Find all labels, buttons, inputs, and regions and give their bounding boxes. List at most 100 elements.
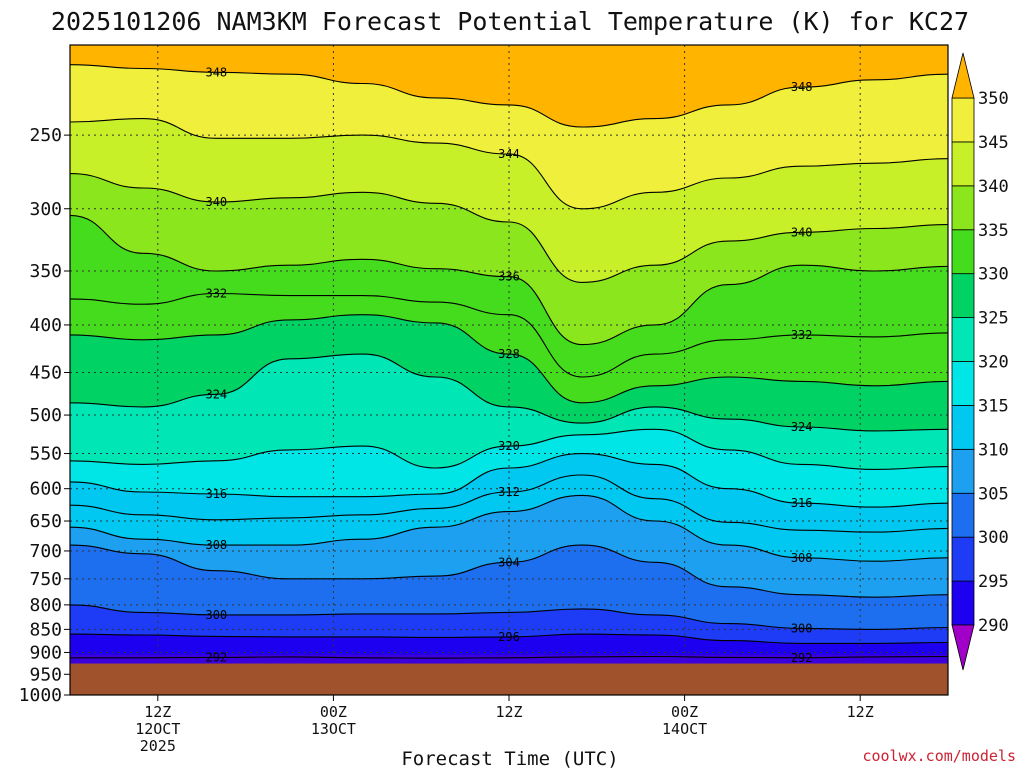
contour-label: 344 <box>498 147 520 161</box>
y-tick-label: 750 <box>29 569 62 590</box>
isentrope-328 <box>69 314 949 404</box>
contour-label: 308 <box>205 538 227 552</box>
x-tick-label: 12Z <box>495 703 522 721</box>
contour-label: 292 <box>791 651 813 665</box>
contour-label: 328 <box>498 347 520 361</box>
isentrope-296 <box>69 633 949 644</box>
contour-label: 336 <box>498 270 520 284</box>
plot-area: 292 292 296 300 300 304 308 308 312 316 316 320 324 3… <box>69 44 949 696</box>
isentrope-320 <box>69 428 949 470</box>
colorbar-tick-label: 295 <box>978 572 1009 592</box>
contour-label: 308 <box>791 551 813 565</box>
x-axis-label: Forecast Time (UTC) <box>401 748 618 768</box>
isentrope-340 <box>69 173 949 283</box>
x-tick-label: 13OCT <box>311 720 356 738</box>
y-tick-label: 700 <box>29 541 62 562</box>
x-tick-label: 2025 <box>140 737 176 755</box>
contour-label: 320 <box>498 439 520 453</box>
contour-label: 300 <box>791 621 813 635</box>
contour-label: 300 <box>205 608 227 622</box>
x-tick-label: 00Z <box>320 703 347 721</box>
colorbar-tick-label: 340 <box>978 177 1009 197</box>
colorbar-segment <box>951 361 975 406</box>
credit-text: coolwx.com/models <box>862 747 1016 765</box>
contour-label: 316 <box>205 487 227 501</box>
x-tick-label: 12OCT <box>135 720 180 738</box>
contour-label: 340 <box>791 225 813 239</box>
isentrope-348 <box>69 64 949 128</box>
contour-label: 292 <box>205 650 227 664</box>
isentrope-292 <box>70 655 949 659</box>
isentrope-316 <box>69 453 949 508</box>
colorbar: 290 295 300 305 310 315 320 325 330 335 340 345 350 <box>951 52 1009 671</box>
colorbar-segment <box>951 141 975 187</box>
x-tick-label: 00Z <box>671 703 698 721</box>
colorbar-segment <box>951 185 975 231</box>
y-tick-label: 450 <box>29 363 62 384</box>
colorbar-tick-label: 305 <box>978 484 1009 504</box>
colorbar-segment <box>951 229 975 275</box>
contour-label: 324 <box>791 420 813 434</box>
isentrope-344 <box>69 118 949 210</box>
isentrope-336 <box>69 214 949 346</box>
colorbar-tick-label: 290 <box>978 616 1009 636</box>
y-tick-label: 500 <box>29 405 62 426</box>
isentrope-312 <box>69 474 949 533</box>
colorbar-over-arrow <box>951 52 975 99</box>
y-tick-label: 850 <box>29 619 62 640</box>
contour-label: 332 <box>791 328 813 342</box>
colorbar-tick-label: 310 <box>978 440 1009 460</box>
contour-label: 312 <box>498 485 520 499</box>
x-tick-label: 12Z <box>144 703 171 721</box>
isentrope-324 <box>69 353 949 432</box>
colorbar-segment <box>951 580 975 626</box>
colorbar-segment <box>951 273 975 318</box>
y-axis: 2503003504004505005506006507007508008509… <box>19 125 70 706</box>
contour-label: 296 <box>498 630 520 644</box>
y-tick-label: 1000 <box>19 685 62 706</box>
grid-lines <box>70 45 948 696</box>
isentrope-304 <box>69 544 949 598</box>
x-tick-label: 12Z <box>847 703 874 721</box>
colorbar-tick-label: 315 <box>978 396 1009 416</box>
y-tick-label: 950 <box>29 664 62 685</box>
colorbar-segment <box>951 97 975 143</box>
y-tick-label: 300 <box>29 199 62 220</box>
colorbar-tick-label: 350 <box>978 89 1009 109</box>
x-tick-label: 14OCT <box>662 720 707 738</box>
isentrope-332 <box>69 292 949 378</box>
colorbar-tick-label: 325 <box>978 309 1009 329</box>
y-tick-label: 400 <box>29 315 62 336</box>
contour-label: 304 <box>498 555 520 569</box>
colorbar-tick-label: 335 <box>978 221 1009 241</box>
y-tick-label: 900 <box>29 642 62 663</box>
isentrope-308 <box>69 494 949 562</box>
colorbar-tick-label: 320 <box>978 353 1009 373</box>
y-tick-label: 600 <box>29 479 62 500</box>
colorbar-under-arrow <box>951 624 975 671</box>
colorbar-tick-label: 330 <box>978 265 1009 285</box>
contour-label: 340 <box>205 195 227 209</box>
colorbar-tick-label: 300 <box>978 528 1009 548</box>
colorbar-segment <box>951 448 975 494</box>
y-tick-label: 650 <box>29 511 62 532</box>
ground-below-surface <box>70 663 948 695</box>
chart-title: 2025101206 NAM3KM Forecast Potential Tem… <box>51 7 969 36</box>
theta-fill-layers <box>70 45 948 696</box>
isentrope-contours: 292 292 296 300 300 304 308 308 312 316 316 320 324 3… <box>69 64 949 665</box>
y-tick-label: 550 <box>29 444 62 465</box>
y-tick-label: 250 <box>29 125 62 146</box>
contour-label: 316 <box>791 496 813 510</box>
contour-label: 324 <box>205 387 227 401</box>
contour-label: 332 <box>205 286 227 300</box>
isentrope-300 <box>69 604 949 630</box>
y-tick-label: 800 <box>29 595 62 616</box>
colorbar-tick-label: 345 <box>978 133 1009 153</box>
colorbar-segment <box>951 405 975 450</box>
colorbar-segment <box>951 492 975 538</box>
y-tick-label: 350 <box>29 261 62 282</box>
contour-label: 348 <box>791 80 813 94</box>
colorbar-segment <box>951 536 975 582</box>
